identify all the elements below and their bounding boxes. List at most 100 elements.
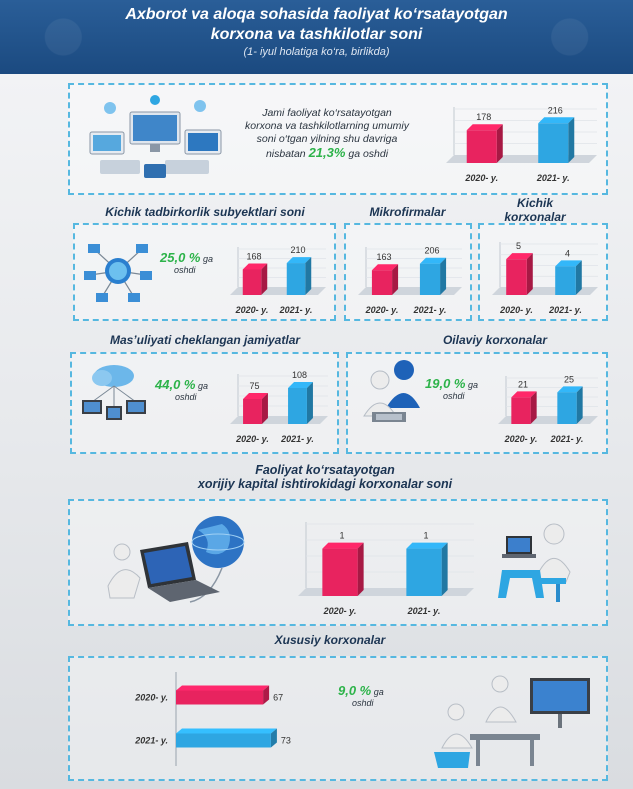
- office-meeting-illustration-icon: [434, 675, 590, 768]
- family-bar-side-1: [576, 386, 583, 424]
- private-category-label-1: 2021- y.: [134, 736, 168, 746]
- total-desc-line4: nisbatan 21,3% ga oshdi: [232, 146, 422, 161]
- globe-laptop-illustration-icon: [107, 516, 245, 603]
- private-value-label-1: 73: [281, 736, 291, 746]
- llc-growth-oshdi: oshdi: [175, 392, 197, 402]
- small-firms-title-line1: Kichik: [516, 196, 553, 210]
- foreign-bar-side-0: [357, 542, 364, 596]
- family-bar-0: [511, 397, 531, 424]
- foreign-category-label-0: 2020- y.: [323, 606, 357, 616]
- small_firms-bar-0: [506, 259, 527, 295]
- micro-chart: 163 2020- y. 206 2021- y.: [358, 246, 462, 315]
- small_business-bar-1: [286, 263, 306, 295]
- small_firms-bar-1: [555, 266, 576, 295]
- private-bar-top-0: [176, 685, 270, 691]
- total-bar-1: [538, 123, 569, 163]
- family-growth-ga: ga: [468, 380, 479, 390]
- small_firms-bar-top-0: [506, 253, 533, 260]
- llc-bar-0: [243, 399, 262, 424]
- total-bar-top-1: [538, 117, 575, 124]
- total-bar-top-0: [466, 124, 503, 131]
- small-firms-title-line2: korxonalar: [504, 210, 566, 224]
- llc-bar-top-1: [288, 382, 313, 388]
- small-business-growth: 25,0 % ga oshdi: [160, 250, 228, 276]
- small-firms-title: Kichik korxonalar: [490, 196, 580, 224]
- private-chart: 67 2020- y. 73 2021- y.: [134, 672, 291, 766]
- llc-category-label-0: 2020- y.: [235, 434, 269, 444]
- llc-growth-pct: 44,0 %: [155, 377, 196, 392]
- small-business-growth-oshdi: oshdi: [174, 265, 196, 275]
- family-value-label-0: 21: [518, 379, 528, 389]
- small_firms-category-label-0: 2020- y.: [499, 305, 533, 315]
- small_business-value-label-1: 210: [290, 245, 305, 255]
- foreign-chart: 1 2020- y. 1 2021- y.: [298, 522, 474, 616]
- total-desc-line2: korxona va tashkilotlarning umumiy: [245, 120, 409, 132]
- micro-category-label-0: 2020- y.: [365, 305, 399, 315]
- family-bar-top-0: [511, 391, 537, 398]
- cloud-devices-illustration-icon: [82, 365, 146, 420]
- header-banner: Axborot va aloqa sohasida faoliyat ko‘rs…: [0, 0, 633, 74]
- family-growth-oshdi: oshdi: [443, 391, 465, 401]
- foreign-title: Faoliyat ko‘rsatayotgan xorijiy kapital …: [160, 463, 490, 491]
- total-bar-0: [466, 130, 497, 163]
- devices-illustration-icon: [89, 95, 222, 178]
- total-bar-side-0: [496, 124, 503, 163]
- llc-growth-ga: ga: [198, 381, 209, 391]
- small_firms-bar-side-1: [575, 260, 582, 295]
- llc-title: Mas’uliyati cheklangan jamiyatlar: [109, 333, 301, 347]
- micro-title: Mikrofirmalar: [369, 205, 446, 219]
- small_business-category-label-0: 2020- y.: [235, 305, 269, 315]
- foreign-value-label-0: 1: [339, 531, 344, 541]
- private-bar-0: [176, 690, 264, 705]
- private-growth-ga: ga: [373, 687, 384, 697]
- total-value-label-1: 216: [548, 105, 563, 115]
- small-business-title: Kichik tadbirkorlik subyektlari soni: [105, 205, 305, 219]
- small_business-category-label-1: 2021- y.: [279, 305, 313, 315]
- small-business-growth-pct: 25,0 %: [160, 250, 201, 265]
- total-description: Jami faoliyat ko‘rsatayotgan korxona va …: [232, 107, 422, 161]
- small_firms-value-label-1: 4: [565, 248, 570, 258]
- small_business-value-label-0: 168: [246, 251, 261, 261]
- foreign-title-line1: Faoliyat ko‘rsatayotgan: [255, 463, 395, 477]
- micro-bar-top-0: [371, 264, 399, 271]
- family-category-label-0: 2020- y.: [504, 434, 538, 444]
- micro-bar-side-1: [440, 257, 447, 295]
- llc-bar-side-1: [306, 382, 313, 424]
- total-category-label-1: 2021- y.: [536, 173, 570, 183]
- family-category-label-1: 2021- y.: [550, 434, 584, 444]
- business-people-illustration-icon: [363, 360, 420, 422]
- private-growth-pct: 9,0 %: [338, 683, 372, 698]
- private-title: Xususiy korxonalar: [274, 633, 386, 647]
- private-bar-top-1: [176, 728, 277, 734]
- person-laptop-illustration-icon: [498, 523, 571, 602]
- llc-category-label-1: 2021- y.: [280, 434, 314, 444]
- private-growth: 9,0 % ga oshdi: [338, 683, 408, 709]
- total-desc-line3: soni o‘tgan yilning shu davriga: [256, 133, 398, 145]
- small_firms-bar-top-1: [555, 260, 582, 267]
- micro-category-label-1: 2021- y.: [413, 305, 447, 315]
- small-firms-chart: 5 2020- y. 4 2021- y.: [492, 241, 598, 315]
- llc-bar-side-0: [261, 393, 268, 424]
- llc-value-label-1: 108: [292, 370, 307, 380]
- foreign-title-line2: xorijiy kapital ishtirokidagi korxonalar…: [197, 477, 453, 491]
- family-value-label-1: 25: [564, 374, 574, 384]
- total-desc-line1: Jami faoliyat ko‘rsatayotgan: [262, 107, 392, 119]
- total-growth-pct: 21,3%: [308, 145, 346, 160]
- network-illustration-icon: [84, 244, 152, 302]
- small_business-bar-side-0: [261, 263, 268, 295]
- micro-panel: [344, 223, 472, 321]
- family-growth-pct: 19,0 %: [425, 376, 466, 391]
- family-growth: 19,0 % ga oshdi: [425, 376, 491, 402]
- page-subtitle: (1- iyul holatiga ko‘ra, birlikda): [243, 46, 390, 58]
- small_business-bar-top-1: [286, 257, 312, 264]
- llc-value-label-0: 75: [249, 381, 259, 391]
- total-bar-side-1: [568, 117, 575, 163]
- family-title: Oilaviy korxonalar: [442, 333, 548, 347]
- private-panel: [68, 656, 608, 781]
- foreign-value-label-1: 1: [423, 531, 428, 541]
- family-chart: 21 2020- y. 25 2021- y.: [498, 374, 598, 444]
- llc-bar-top-0: [243, 393, 268, 399]
- family-bar-1: [557, 392, 577, 424]
- foreign-bar-1: [406, 548, 442, 596]
- llc-chart: 75 2020- y. 108 2021- y.: [230, 370, 328, 444]
